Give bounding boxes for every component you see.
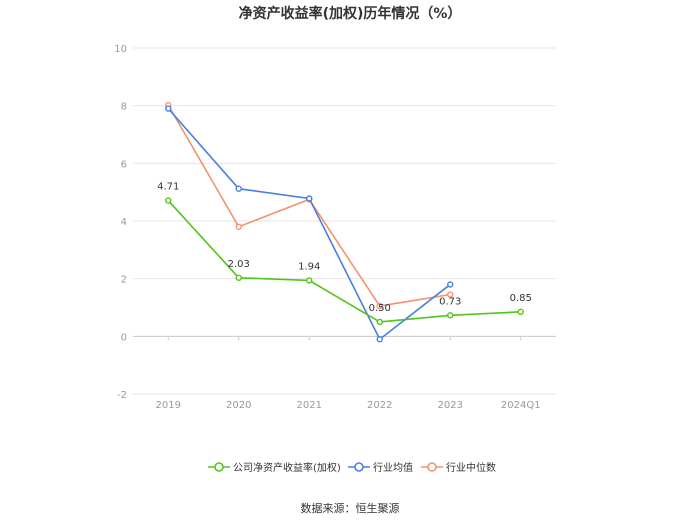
legend-marker bbox=[214, 462, 224, 472]
y-tick-label: 6 bbox=[121, 159, 127, 170]
data-point bbox=[165, 105, 172, 112]
data-label: 0.73 bbox=[439, 296, 461, 307]
x-tick-label: 2021 bbox=[297, 400, 322, 411]
x-tick-label: 2022 bbox=[367, 400, 392, 411]
data-label: 2.03 bbox=[228, 259, 250, 270]
data-point bbox=[306, 277, 313, 284]
data-point bbox=[235, 274, 242, 282]
data-point bbox=[235, 223, 242, 230]
y-tick-label: -2 bbox=[117, 390, 127, 401]
legend: 公司净资产收益率(加权) 行业均值 行业中位数 bbox=[208, 461, 496, 474]
data-point bbox=[447, 312, 454, 319]
y-tick-label: 10 bbox=[114, 44, 127, 55]
legend-label: 行业中位数 bbox=[446, 461, 496, 474]
series-line bbox=[167, 104, 451, 307]
y-tick-label: 4 bbox=[121, 217, 127, 228]
data-point bbox=[306, 195, 313, 202]
data-label: 0.85 bbox=[510, 293, 532, 304]
data-point bbox=[447, 281, 454, 288]
data-point bbox=[517, 308, 524, 316]
data-point bbox=[376, 302, 383, 310]
data-point bbox=[235, 185, 242, 192]
data-point bbox=[376, 318, 383, 326]
x-tick-label: 2023 bbox=[438, 400, 463, 411]
legend-label: 行业均值 bbox=[373, 461, 413, 474]
data-label: 4.71 bbox=[157, 182, 179, 193]
x-axis-ticks: 2019 2020 2021 2022 2023 2024Q1 bbox=[156, 336, 541, 411]
data-point bbox=[165, 197, 172, 204]
data-point bbox=[447, 291, 454, 298]
x-tick-label: 2024Q1 bbox=[501, 400, 541, 411]
y-tick-label: 0 bbox=[121, 332, 127, 343]
legend-marker bbox=[427, 462, 437, 472]
y-axis-ticks: 10 8 6 4 2 0 -2 bbox=[114, 44, 127, 401]
legend-marker bbox=[354, 462, 364, 472]
x-tick-label: 2019 bbox=[156, 400, 181, 411]
legend-label: 公司净资产收益率(加权) bbox=[233, 461, 341, 474]
y-tick-label: 2 bbox=[121, 275, 127, 286]
data-label: 1.94 bbox=[298, 261, 320, 272]
series-line bbox=[167, 199, 521, 323]
data-point bbox=[376, 336, 383, 343]
chart-title: 净资产收益率(加权)历年情况（%） bbox=[239, 5, 462, 22]
y-tick-label: 8 bbox=[121, 102, 127, 113]
data-label: 0.50 bbox=[369, 303, 391, 314]
source-note: 数据来源：恒生聚源 bbox=[301, 501, 400, 515]
x-tick-label: 2020 bbox=[226, 400, 251, 411]
series-lines bbox=[165, 101, 524, 343]
data-labels: 4.71 2.03 1.94 0.50 0.73 0.85 bbox=[157, 182, 532, 314]
gridlines bbox=[133, 47, 556, 395]
series-line bbox=[167, 108, 451, 341]
